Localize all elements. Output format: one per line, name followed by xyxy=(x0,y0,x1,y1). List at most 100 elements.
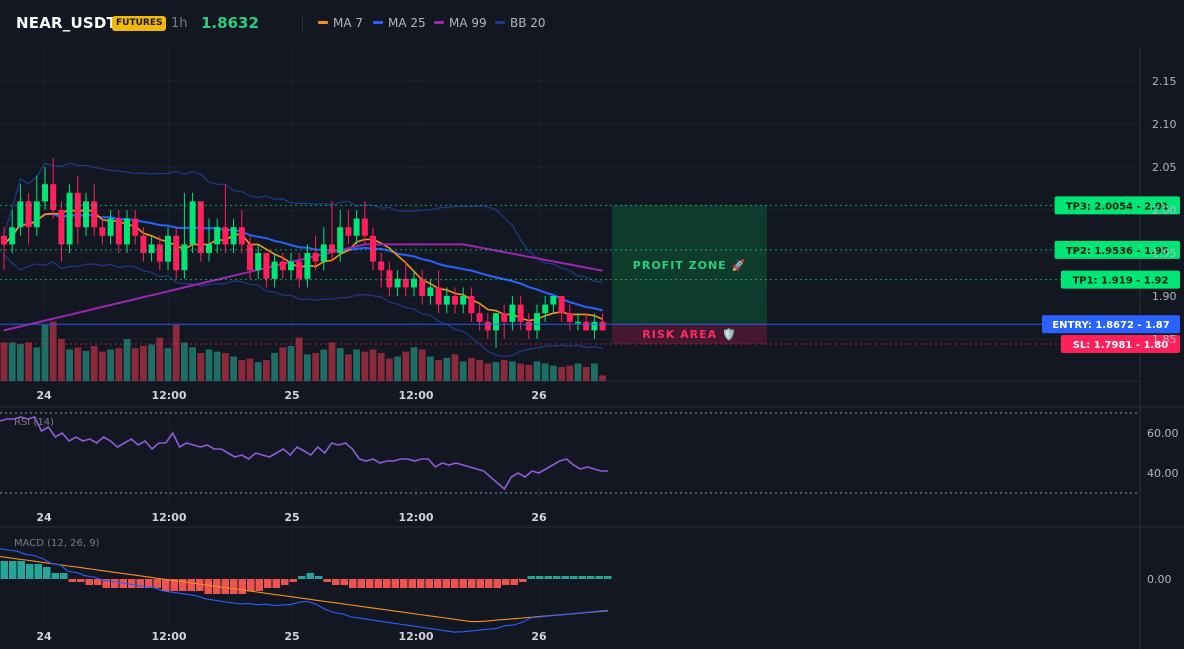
macd-histogram-bar xyxy=(298,576,306,579)
macd-histogram-bar xyxy=(553,576,561,579)
volume-bar xyxy=(213,351,221,381)
candle-body xyxy=(148,244,155,253)
volume-bar xyxy=(476,360,483,381)
candle-body xyxy=(370,235,376,262)
volume-bar xyxy=(377,353,385,381)
macd-histogram-bar xyxy=(408,579,416,588)
rsi-title: RSI (14) xyxy=(14,417,54,428)
candle-body xyxy=(591,321,598,331)
time-tick-label: 12:00 xyxy=(151,630,186,643)
time-tick-label: 26 xyxy=(531,630,547,643)
candle-body xyxy=(361,218,368,236)
candle-body xyxy=(115,218,122,245)
macd-histogram-bar xyxy=(85,579,93,585)
candle-body xyxy=(206,244,212,253)
volume-bar xyxy=(82,350,90,381)
macd-histogram-bar xyxy=(340,579,348,585)
volume-bar xyxy=(533,361,541,381)
candle-body xyxy=(107,218,114,236)
volume-bar xyxy=(320,349,328,381)
price-tick-label: 1.85 xyxy=(1152,333,1177,346)
candle-body xyxy=(517,304,524,322)
macd-histogram-bar xyxy=(230,579,238,594)
volume-bar xyxy=(558,367,565,381)
candle-body xyxy=(304,253,311,279)
volume-bar xyxy=(279,347,287,381)
candle-body xyxy=(484,321,491,331)
rsi-line xyxy=(0,416,608,491)
macd-histogram-bar xyxy=(60,573,68,579)
volume-bar xyxy=(66,349,73,381)
volume-bar xyxy=(0,342,8,381)
candle-body xyxy=(99,227,106,236)
candle-body xyxy=(501,313,508,322)
candle-body xyxy=(255,253,262,271)
legend-bb20-label: BB 20 xyxy=(510,16,546,30)
time-tick-label: 25 xyxy=(284,630,299,643)
time-tick-label: 12:00 xyxy=(398,630,433,643)
macd-histogram-bar xyxy=(315,576,323,579)
candle-body xyxy=(238,227,245,245)
candle-body xyxy=(181,244,188,271)
macd-histogram-bar xyxy=(94,579,102,585)
bb-upper-band xyxy=(3,162,603,283)
time-tick-label: 24 xyxy=(36,389,52,402)
macd-histogram-bar xyxy=(485,579,493,588)
volume-bar xyxy=(123,339,131,381)
volume-bar xyxy=(263,360,270,381)
candle-body xyxy=(583,321,590,331)
volume-bar xyxy=(517,363,524,381)
symbol-name[interactable]: NEAR_USDT xyxy=(16,14,117,32)
macd-signal-line xyxy=(0,555,609,623)
volume-bar xyxy=(238,360,246,381)
macd-histogram-bar xyxy=(587,576,595,579)
macd-histogram-bar xyxy=(476,579,484,588)
volume-bar xyxy=(58,339,65,381)
macd-histogram-bar xyxy=(578,576,586,579)
rsi-tick-label: 40.00 xyxy=(1147,467,1179,480)
macd-histogram-bar xyxy=(306,573,314,579)
candle-body xyxy=(66,192,73,245)
candle-body xyxy=(247,244,253,271)
candle-body xyxy=(550,296,557,305)
macd-title: MACD (12, 26, 9) xyxy=(14,538,100,549)
macd-histogram-bar xyxy=(281,579,289,585)
volume-bar xyxy=(345,354,352,381)
macd-histogram-bar xyxy=(196,579,204,591)
volume-bar xyxy=(304,354,311,381)
candle-body xyxy=(189,201,196,245)
macd-histogram-bar xyxy=(162,579,170,591)
legend-ma7[interactable]: MA 7 xyxy=(318,16,363,30)
volume-bar xyxy=(287,346,295,381)
candle-body xyxy=(124,218,130,245)
macd-histogram-bar xyxy=(111,579,119,588)
time-tick-label: 12:00 xyxy=(151,511,186,524)
candle-body xyxy=(329,244,335,253)
candle-body xyxy=(91,201,98,228)
volume-bar xyxy=(410,347,418,381)
volume-bar xyxy=(550,365,557,381)
candle-body xyxy=(558,296,565,314)
macd-histogram-bar xyxy=(128,579,136,588)
volume-bar xyxy=(74,347,82,381)
legend-ma25[interactable]: MA 25 xyxy=(373,16,426,30)
legend-bb20[interactable]: BB 20 xyxy=(495,16,546,30)
macd-pane: MACD (12, 26, 9) 0.00 xyxy=(0,538,1172,633)
time-tick-label: 12:00 xyxy=(151,389,186,402)
candle-body xyxy=(25,201,32,228)
time-tick-label: 26 xyxy=(531,389,547,402)
legend-ma99[interactable]: MA 99 xyxy=(434,16,487,30)
volume-bar xyxy=(459,361,467,381)
time-tick-label: 24 xyxy=(36,630,52,643)
candle-body xyxy=(1,235,7,245)
ma25-line xyxy=(3,212,603,312)
candle-body xyxy=(222,227,229,245)
macd-histogram-bar xyxy=(383,579,391,588)
macd-histogram-bar xyxy=(561,576,569,579)
macd-histogram-bar xyxy=(255,579,263,591)
macd-histogram-bar xyxy=(102,579,110,588)
macd-histogram-bar xyxy=(459,579,467,588)
timeframe-label[interactable]: 1h xyxy=(171,16,188,31)
volume-bar xyxy=(451,354,459,381)
